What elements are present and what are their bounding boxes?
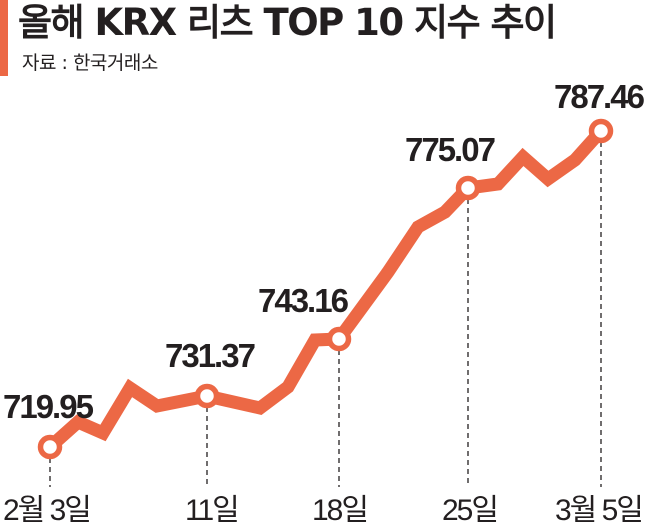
value-label-3: 775.07 <box>405 131 495 168</box>
x-tick-label-0: 2월 3일 <box>3 494 90 527</box>
x-tick-label-2: 18일 <box>312 494 367 527</box>
value-label-2: 743.16 <box>258 282 349 319</box>
x-tick-label-3: 25일 <box>442 494 497 527</box>
value-label-0: 719.95 <box>3 388 94 425</box>
guide-lines <box>49 142 602 487</box>
x-tick-label-1: 11일 <box>185 494 238 527</box>
marker-0 <box>37 434 63 460</box>
x-tick-label-4: 3월 5일 <box>555 494 642 527</box>
marker-2 <box>326 326 352 352</box>
value-label-1: 731.37 <box>165 337 255 374</box>
chart-title: 올해 KRX 리츠 TOP 10 지수 추이 <box>18 1 557 44</box>
marker-3 <box>455 175 481 201</box>
point-markers <box>37 118 614 460</box>
marker-4 <box>588 118 614 144</box>
chart-source: 자료 : 한국거래소 <box>22 52 158 74</box>
value-label-4: 787.46 <box>554 78 645 115</box>
title-accent-bar <box>0 0 8 76</box>
marker-1 <box>194 383 220 409</box>
